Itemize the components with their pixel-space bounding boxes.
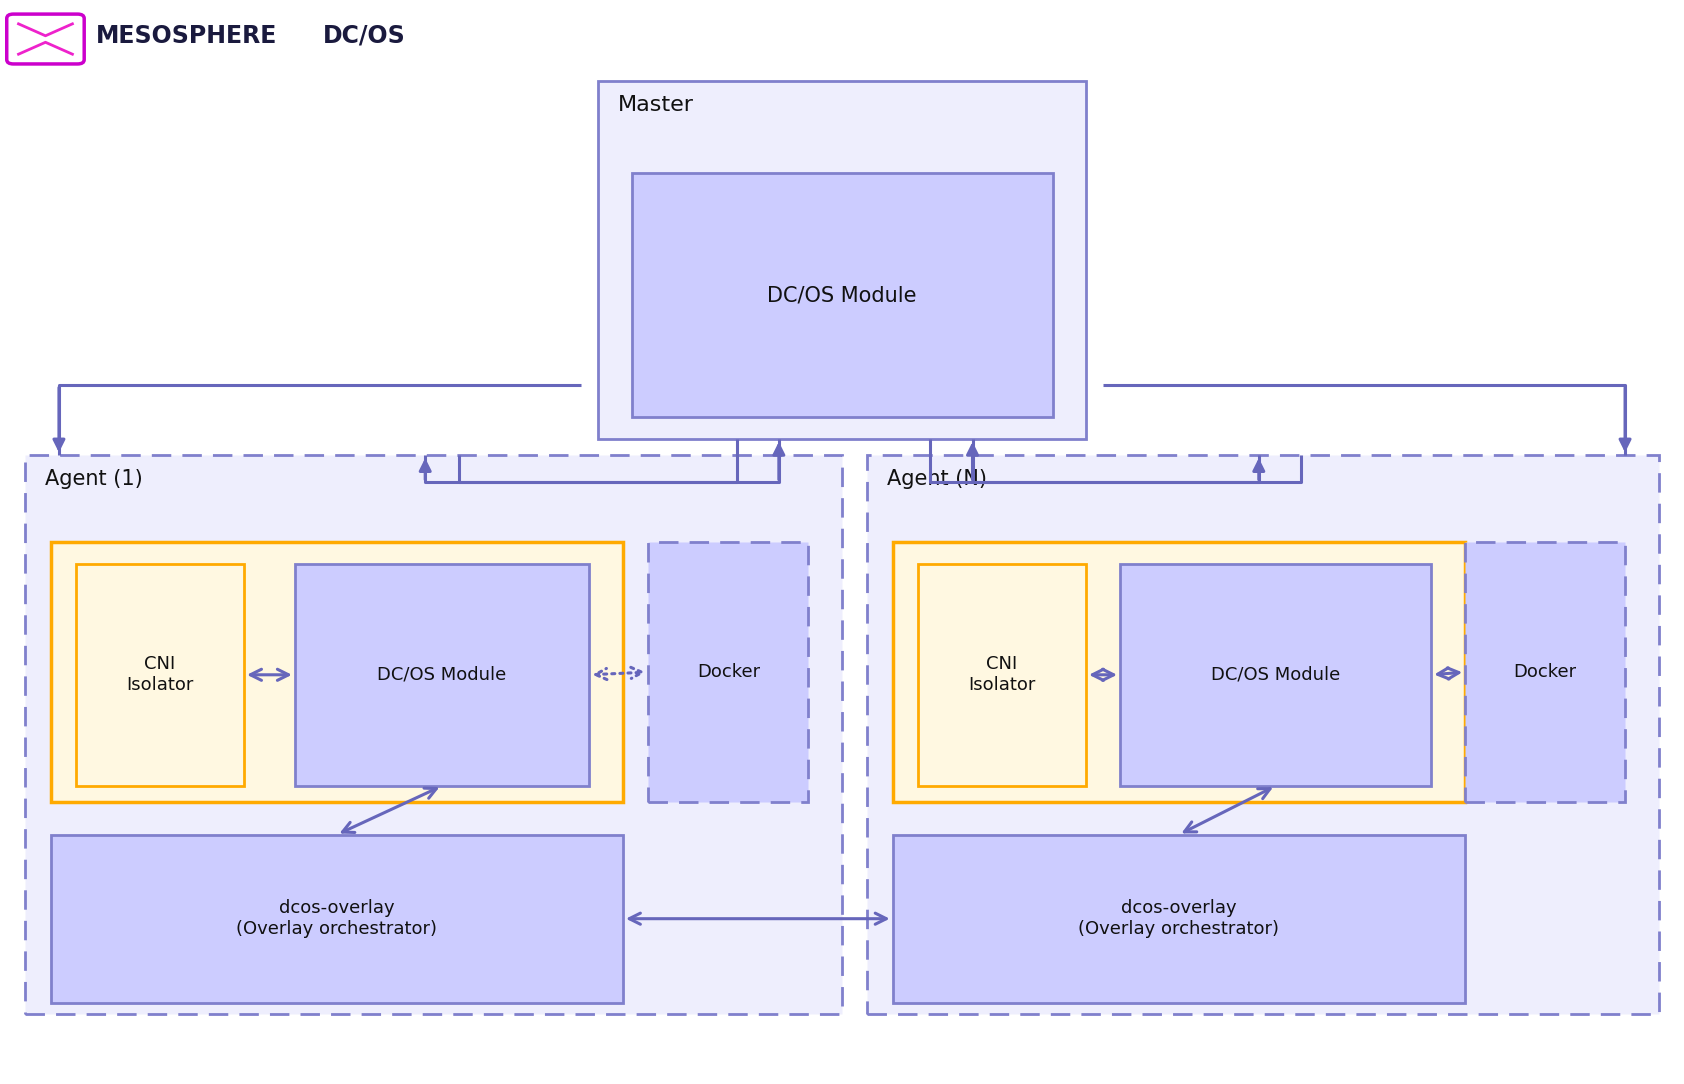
Text: DC/OS Module: DC/OS Module	[768, 285, 916, 306]
Text: Docker: Docker	[1514, 663, 1576, 681]
Text: DC/OS Module: DC/OS Module	[1211, 666, 1340, 684]
FancyBboxPatch shape	[295, 564, 589, 786]
Text: CNI
Isolator: CNI Isolator	[126, 656, 194, 694]
Text: Agent (N): Agent (N)	[887, 469, 987, 489]
FancyBboxPatch shape	[1465, 542, 1625, 802]
FancyBboxPatch shape	[648, 542, 808, 802]
Text: dcos-overlay
(Overlay orchestrator): dcos-overlay (Overlay orchestrator)	[236, 900, 438, 938]
FancyBboxPatch shape	[893, 835, 1465, 1003]
FancyBboxPatch shape	[867, 455, 1659, 1014]
FancyBboxPatch shape	[76, 564, 244, 786]
Text: Docker: Docker	[697, 663, 759, 681]
Text: DC/OS: DC/OS	[323, 24, 406, 48]
FancyBboxPatch shape	[632, 173, 1052, 417]
Text: Master: Master	[618, 95, 694, 115]
Text: Agent (1): Agent (1)	[45, 469, 143, 489]
FancyBboxPatch shape	[1120, 564, 1431, 786]
FancyBboxPatch shape	[51, 835, 623, 1003]
Text: MESOSPHERE: MESOSPHERE	[96, 24, 278, 48]
FancyBboxPatch shape	[51, 542, 623, 802]
Text: DC/OS Module: DC/OS Module	[377, 666, 507, 684]
FancyBboxPatch shape	[918, 564, 1086, 786]
Text: CNI
Isolator: CNI Isolator	[968, 656, 1036, 694]
Text: dcos-overlay
(Overlay orchestrator): dcos-overlay (Overlay orchestrator)	[1078, 900, 1280, 938]
FancyBboxPatch shape	[25, 455, 842, 1014]
FancyBboxPatch shape	[893, 542, 1465, 802]
FancyBboxPatch shape	[598, 81, 1086, 439]
